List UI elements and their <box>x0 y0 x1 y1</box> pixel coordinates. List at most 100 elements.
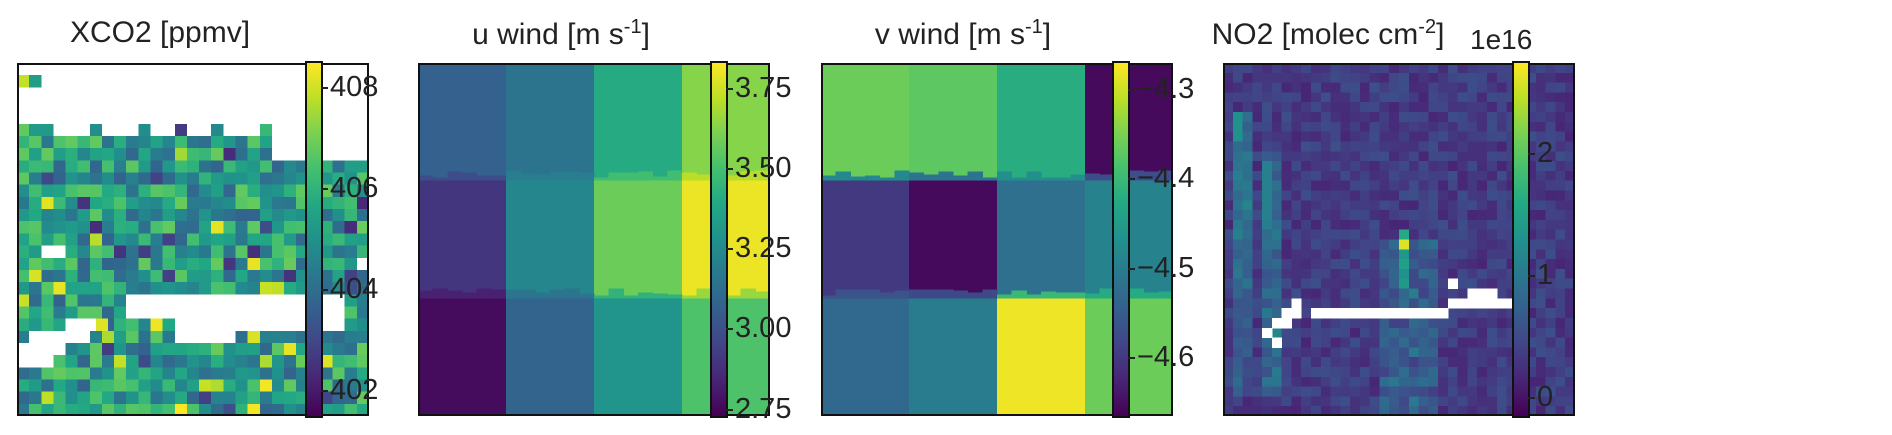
heatmap-cell <box>101 282 115 295</box>
heatmap-cell <box>1438 298 1449 309</box>
heatmap-cell <box>356 282 369 295</box>
heatmap-cell <box>17 245 30 259</box>
heatmap-cell-missing <box>186 294 200 307</box>
heatmap-cell <box>101 306 115 320</box>
heatmap-cell-missing <box>1438 308 1449 319</box>
heatmap-cell <box>1399 72 1410 84</box>
heatmap-cell-missing <box>356 136 369 149</box>
heatmap-cell <box>1496 121 1508 133</box>
heatmap-cell <box>150 355 164 368</box>
heatmap-cell <box>1129 288 1145 299</box>
heatmap-cell <box>1223 366 1234 378</box>
heatmap-cell <box>29 294 42 307</box>
heatmap-cell <box>1359 298 1371 309</box>
heatmap-cell <box>1242 308 1253 319</box>
heatmap-cell <box>1438 170 1449 182</box>
heatmap-cell <box>1506 131 1517 142</box>
heatmap-cell <box>1320 112 1332 123</box>
heatmap-cell <box>1223 288 1234 299</box>
heatmap-cell <box>344 342 358 356</box>
heatmap-cell <box>1369 347 1380 358</box>
heatmap-cell <box>284 269 297 283</box>
heatmap-cell <box>1408 366 1420 378</box>
heatmap-cell <box>1281 366 1292 378</box>
heatmap-cell <box>101 148 115 161</box>
heatmap-cell <box>1565 219 1575 231</box>
heatmap-cell <box>126 148 139 161</box>
heatmap-cell <box>65 148 79 161</box>
heatmap-cell <box>1467 219 1478 231</box>
heatmap-cell <box>1399 170 1410 182</box>
heatmap-cell <box>1555 92 1566 103</box>
heatmap-cell-missing <box>199 75 212 88</box>
heatmap-cell <box>296 403 309 416</box>
heatmap-cell <box>1506 82 1517 93</box>
heatmap-cell <box>1232 161 1244 172</box>
heatmap-cell <box>1301 396 1312 407</box>
colorbar-tick-mark <box>321 188 328 191</box>
heatmap-cell <box>65 172 79 186</box>
heatmap-cell <box>235 282 249 295</box>
heatmap-cell <box>126 330 139 344</box>
heatmap-cell <box>550 289 566 299</box>
heatmap-cell <box>1359 376 1371 388</box>
heatmap-cell <box>1359 317 1371 329</box>
heatmap-cell <box>1477 347 1488 358</box>
heatmap-cell <box>1438 347 1449 358</box>
heatmap-cell <box>1330 112 1341 123</box>
heatmap-cell <box>1271 376 1283 388</box>
heatmap-cell <box>1350 219 1361 231</box>
heatmap-cell <box>89 136 103 149</box>
heatmap-cell <box>1291 82 1302 93</box>
colorbar-tick-mark <box>321 87 328 90</box>
heatmap-cell <box>41 294 54 307</box>
heatmap-cell <box>186 136 200 149</box>
heatmap-cell <box>223 403 236 416</box>
heatmap-cell <box>550 171 566 181</box>
heatmap-cell-missing <box>332 123 346 137</box>
heatmap-cell-missing <box>332 318 346 332</box>
heatmap-cell <box>114 196 127 210</box>
heatmap-cell <box>1311 219 1322 231</box>
heatmap-cell <box>1545 396 1556 407</box>
heatmap-cell <box>332 209 346 222</box>
heatmap-cell <box>259 196 273 210</box>
heatmap-cell <box>1555 308 1566 319</box>
heatmap-cell <box>41 306 54 320</box>
heatmap-cell-missing <box>223 318 236 332</box>
heatmap-cell <box>1369 288 1380 299</box>
heatmap-cell <box>1369 180 1380 191</box>
heatmap-cell <box>65 367 79 380</box>
heatmap-cell <box>1477 170 1488 182</box>
heatmap-cell <box>1487 268 1498 280</box>
heatmap-cell-missing <box>65 318 79 332</box>
heatmap-cell <box>1301 161 1312 172</box>
heatmap-cell <box>1447 92 1459 103</box>
heatmap-cell <box>967 292 983 299</box>
heatmap-cell <box>29 282 42 295</box>
heatmap-cell-missing <box>186 99 200 113</box>
heatmap-cell <box>1271 161 1283 172</box>
heatmap-cell-missing <box>41 342 54 356</box>
heatmap-cell <box>1496 180 1508 191</box>
heatmap-cell-missing <box>101 123 115 137</box>
heatmap-cell <box>1379 298 1390 309</box>
heatmap-cell-missing <box>356 99 369 113</box>
heatmap-cell <box>1369 131 1380 142</box>
heatmap-cell <box>1535 278 1547 290</box>
heatmap-cell <box>1223 239 1234 250</box>
colorbar-tick-label: 3.50 <box>735 151 792 184</box>
heatmap-cell <box>1223 82 1234 93</box>
heatmap-cell <box>1262 170 1273 182</box>
heatmap-cell <box>755 170 770 181</box>
heatmap-cell <box>1320 259 1332 270</box>
heatmap-cell <box>259 342 273 356</box>
heatmap-cell <box>332 379 346 393</box>
heatmap-cell-missing <box>126 75 139 88</box>
heatmap-cell <box>186 184 200 198</box>
heatmap-cell <box>101 403 115 416</box>
heatmap-cell <box>1555 327 1566 339</box>
heatmap-cell <box>29 403 42 416</box>
heatmap-cell <box>1359 151 1371 162</box>
heatmap-cell <box>1457 92 1468 103</box>
